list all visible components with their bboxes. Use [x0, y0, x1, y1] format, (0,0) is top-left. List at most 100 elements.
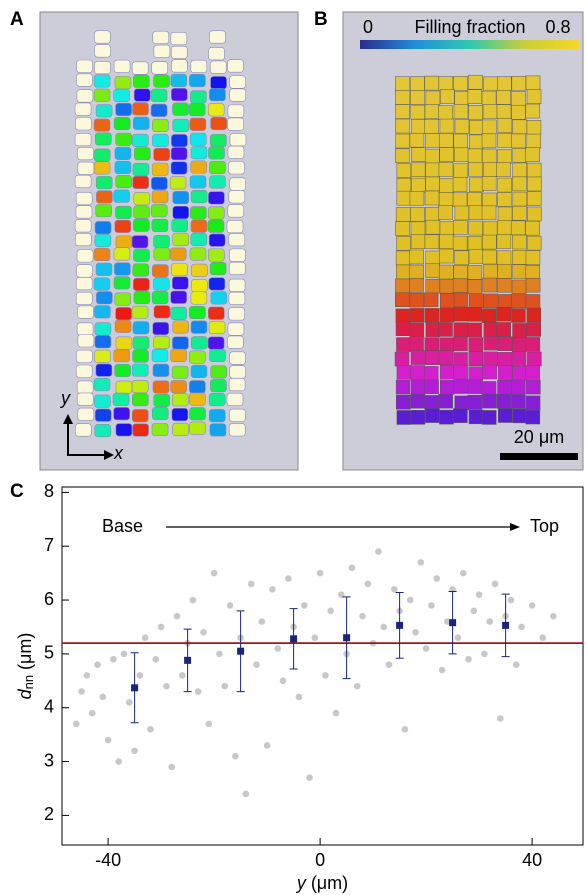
cell [94, 408, 112, 422]
cell [151, 349, 169, 363]
cell [170, 380, 187, 394]
colorbar [360, 40, 580, 49]
data-point [163, 682, 170, 690]
cell [134, 147, 151, 161]
cell [226, 220, 244, 234]
mean-marker [502, 621, 510, 629]
cell [468, 105, 483, 120]
cell [152, 264, 169, 278]
cell [512, 191, 528, 207]
cell [115, 205, 132, 220]
data-point [518, 623, 525, 631]
cell [133, 205, 150, 219]
cell [114, 319, 132, 333]
cell [74, 174, 92, 188]
cell [526, 322, 541, 337]
panel-label: A [10, 9, 24, 30]
cell [497, 379, 512, 395]
cell [396, 264, 411, 280]
cell [115, 380, 133, 394]
cell [153, 247, 171, 261]
cell [210, 379, 227, 393]
data-point [110, 655, 117, 663]
scale-bar [500, 453, 578, 460]
cell [453, 104, 469, 119]
data-point [200, 629, 207, 636]
cell [395, 308, 411, 324]
colorbar-label: Filling fraction [414, 17, 525, 37]
x-label-var: y [295, 873, 307, 893]
cell [438, 162, 454, 177]
data-point [481, 650, 488, 658]
data-point [226, 602, 234, 609]
data-point [475, 591, 483, 598]
cell [132, 102, 149, 116]
cell [229, 177, 246, 191]
cell [208, 47, 225, 61]
cell [228, 261, 246, 276]
cell [409, 308, 425, 323]
cell [496, 90, 511, 105]
cell [228, 307, 245, 321]
cell [395, 221, 410, 236]
cell [468, 337, 484, 352]
cell [525, 265, 541, 280]
cell [439, 147, 454, 162]
cell [113, 276, 131, 290]
cell [396, 190, 412, 206]
cell [113, 247, 131, 261]
cell [208, 191, 225, 205]
cell [512, 176, 527, 192]
cell [453, 379, 469, 394]
cell [228, 161, 245, 175]
cell [132, 175, 149, 189]
cell [482, 249, 497, 265]
cell [481, 176, 497, 191]
cell [172, 320, 189, 334]
cell [189, 305, 206, 320]
cell [93, 161, 111, 175]
cell [525, 103, 541, 119]
data-point [115, 758, 123, 765]
data-point [375, 548, 382, 555]
cell [423, 292, 439, 308]
cell [396, 163, 412, 178]
cell [511, 379, 526, 395]
cell [452, 177, 468, 192]
cell [171, 393, 189, 407]
cell [467, 379, 483, 394]
data-point [459, 569, 467, 577]
cell [77, 147, 94, 161]
cell [153, 335, 170, 349]
cell [496, 162, 511, 177]
cell [512, 337, 527, 352]
cell [152, 363, 170, 377]
cell [152, 30, 170, 45]
cell [438, 76, 454, 91]
cell [115, 132, 133, 146]
cell [228, 278, 246, 292]
cell [409, 132, 425, 148]
cell [424, 75, 440, 91]
data-point [327, 607, 335, 615]
cell [438, 192, 454, 207]
cell [93, 118, 111, 132]
data-point [104, 736, 112, 744]
cell [209, 175, 226, 189]
colorbar-tick: 0 [363, 17, 373, 37]
cell [525, 250, 541, 265]
cell [424, 119, 439, 134]
cell [439, 364, 455, 380]
cell [468, 220, 483, 236]
cell [497, 118, 513, 133]
cell [189, 117, 207, 131]
cell [93, 74, 111, 88]
data-point [470, 607, 478, 615]
cell [483, 351, 498, 367]
y-tick-label: 4 [44, 696, 54, 716]
cell [132, 321, 150, 335]
cell [439, 278, 455, 294]
data-point [147, 725, 154, 733]
data-point [316, 569, 324, 577]
cell [469, 177, 484, 193]
